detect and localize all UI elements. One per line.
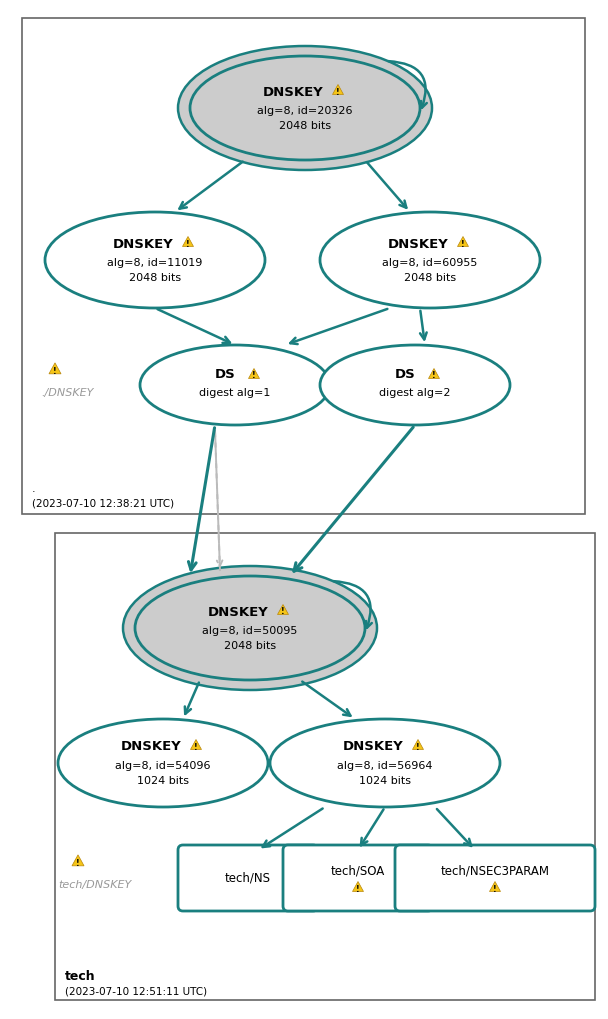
Text: ./DNSKEY: ./DNSKEY bbox=[42, 388, 94, 398]
Text: DS: DS bbox=[395, 369, 415, 381]
Polygon shape bbox=[277, 604, 289, 614]
Text: DS: DS bbox=[215, 369, 235, 381]
Text: !: ! bbox=[416, 743, 420, 751]
Text: alg=8, id=60955: alg=8, id=60955 bbox=[382, 258, 478, 268]
FancyBboxPatch shape bbox=[55, 533, 595, 1000]
Polygon shape bbox=[72, 855, 84, 866]
Text: (2023-07-10 12:51:11 UTC): (2023-07-10 12:51:11 UTC) bbox=[65, 986, 207, 996]
Text: (2023-07-10 12:38:21 UTC): (2023-07-10 12:38:21 UTC) bbox=[32, 498, 174, 508]
Text: tech/NS: tech/NS bbox=[225, 871, 271, 884]
FancyBboxPatch shape bbox=[283, 845, 433, 911]
Text: alg=8, id=20326: alg=8, id=20326 bbox=[257, 106, 353, 116]
Polygon shape bbox=[182, 236, 193, 247]
Text: digest alg=1: digest alg=1 bbox=[199, 388, 271, 398]
Polygon shape bbox=[353, 881, 364, 892]
Text: !: ! bbox=[194, 743, 198, 751]
Ellipse shape bbox=[135, 576, 365, 680]
Polygon shape bbox=[429, 369, 440, 378]
Ellipse shape bbox=[140, 345, 330, 425]
Text: alg=8, id=50095: alg=8, id=50095 bbox=[202, 626, 298, 636]
Text: tech: tech bbox=[65, 970, 95, 983]
Ellipse shape bbox=[270, 719, 500, 807]
Text: tech/SOA: tech/SOA bbox=[331, 864, 385, 877]
Ellipse shape bbox=[123, 566, 377, 690]
Text: !: ! bbox=[356, 884, 360, 894]
Text: 2048 bits: 2048 bits bbox=[279, 121, 331, 131]
FancyBboxPatch shape bbox=[395, 845, 595, 911]
Text: !: ! bbox=[461, 239, 465, 249]
Text: 1024 bits: 1024 bits bbox=[137, 776, 189, 786]
Text: .: . bbox=[32, 484, 36, 494]
Ellipse shape bbox=[190, 56, 420, 160]
Text: DNSKEY: DNSKEY bbox=[388, 237, 448, 251]
Text: 1024 bits: 1024 bits bbox=[359, 776, 411, 786]
Text: alg=8, id=11019: alg=8, id=11019 bbox=[108, 258, 202, 268]
Text: !: ! bbox=[252, 372, 256, 380]
Ellipse shape bbox=[320, 345, 510, 425]
Text: 2048 bits: 2048 bits bbox=[224, 641, 276, 651]
Text: tech/DNSKEY: tech/DNSKEY bbox=[58, 880, 131, 890]
FancyBboxPatch shape bbox=[178, 845, 318, 911]
Text: !: ! bbox=[281, 607, 285, 616]
Text: !: ! bbox=[432, 372, 436, 380]
Polygon shape bbox=[412, 740, 424, 750]
Text: digest alg=2: digest alg=2 bbox=[379, 388, 451, 398]
Polygon shape bbox=[190, 740, 201, 750]
Text: alg=8, id=54096: alg=8, id=54096 bbox=[116, 761, 211, 771]
Ellipse shape bbox=[58, 719, 268, 807]
Ellipse shape bbox=[178, 46, 432, 170]
Text: !: ! bbox=[76, 859, 80, 867]
Text: tech/NSEC3PARAM: tech/NSEC3PARAM bbox=[441, 864, 550, 877]
Text: DNSKEY: DNSKEY bbox=[207, 605, 268, 619]
Text: !: ! bbox=[186, 239, 190, 249]
Text: DNSKEY: DNSKEY bbox=[112, 237, 173, 251]
Polygon shape bbox=[333, 85, 344, 95]
FancyBboxPatch shape bbox=[22, 18, 585, 514]
Text: !: ! bbox=[493, 884, 497, 894]
Ellipse shape bbox=[320, 212, 540, 308]
Ellipse shape bbox=[45, 212, 265, 308]
Polygon shape bbox=[457, 236, 469, 247]
Polygon shape bbox=[49, 363, 61, 374]
Text: 2048 bits: 2048 bits bbox=[129, 273, 181, 283]
Polygon shape bbox=[249, 369, 260, 378]
Text: DNSKEY: DNSKEY bbox=[263, 86, 323, 99]
Text: alg=8, id=56964: alg=8, id=56964 bbox=[337, 761, 433, 771]
Text: 2048 bits: 2048 bits bbox=[404, 273, 456, 283]
Polygon shape bbox=[489, 881, 500, 892]
Text: DNSKEY: DNSKEY bbox=[120, 741, 181, 753]
Text: !: ! bbox=[53, 367, 57, 376]
Text: DNSKEY: DNSKEY bbox=[343, 741, 403, 753]
Text: !: ! bbox=[336, 88, 340, 97]
